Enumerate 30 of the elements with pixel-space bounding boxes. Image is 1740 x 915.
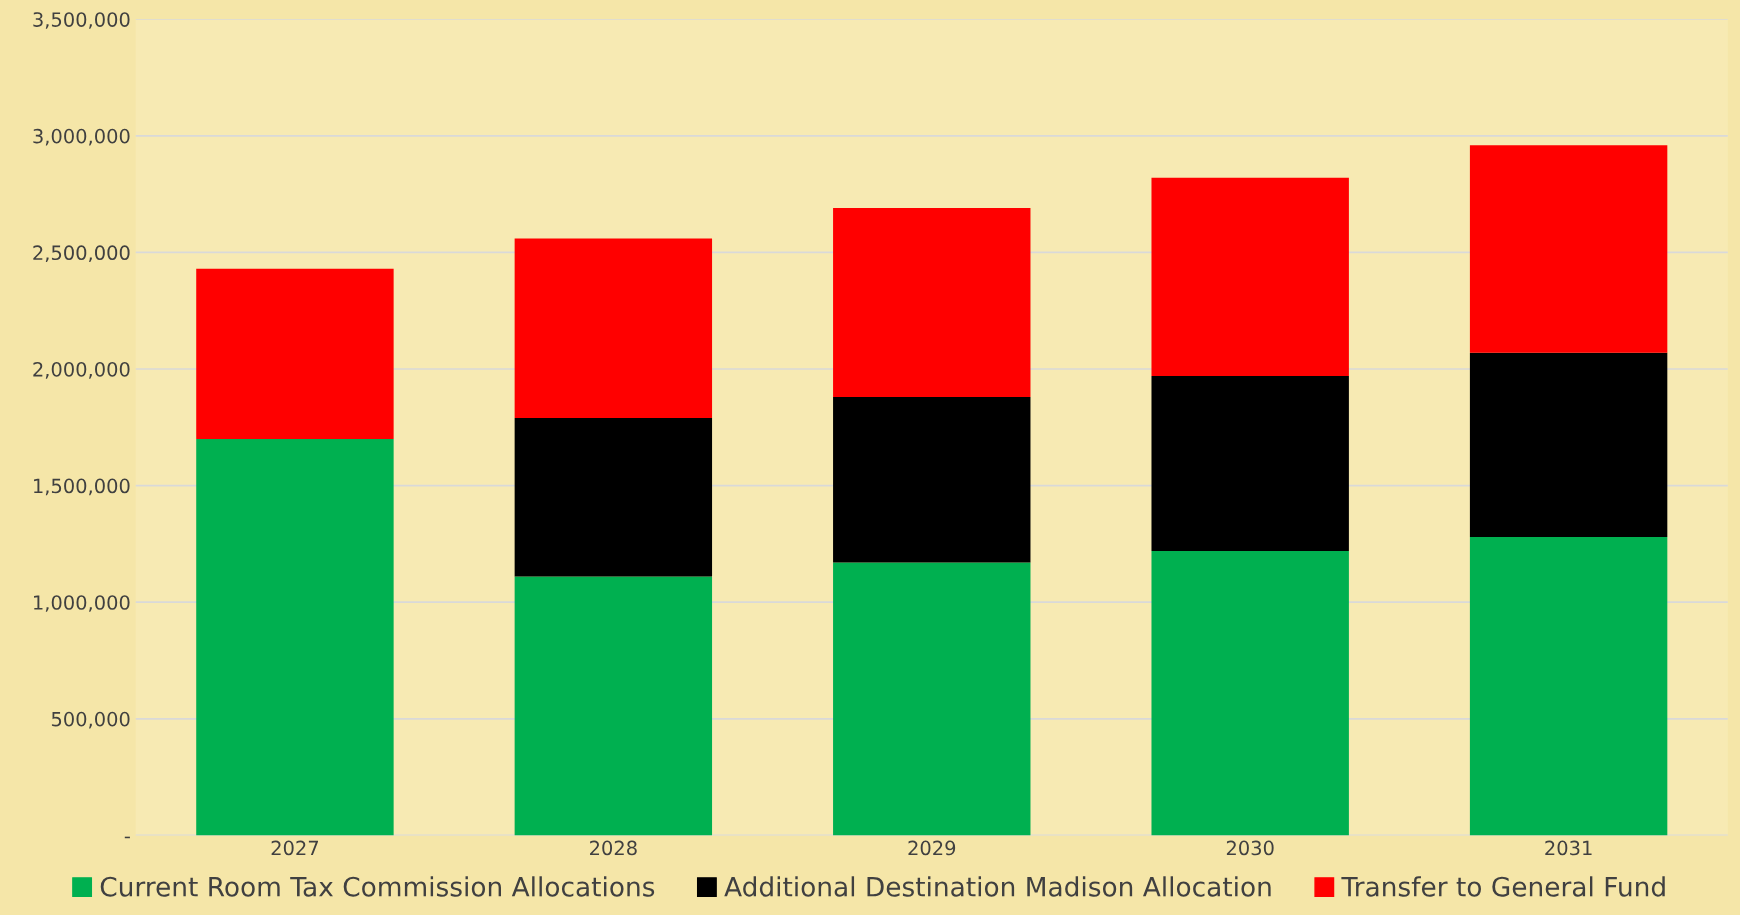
bar [833,396,1031,563]
x-tick-label: 2027 [271,840,319,856]
legend-label: Current Room Tax Commission Allocations [100,876,655,897]
bar [833,208,1031,397]
y-tick-label: 2,500,000 [33,245,130,263]
y-tick-label: 1,500,000 [34,478,130,496]
bar [1151,376,1349,551]
bar [196,268,394,439]
bar [514,576,713,836]
bar [514,417,713,577]
y-tick-label: 2,000,000 [33,361,130,379]
bar [833,562,1031,836]
x-tick-label: 2029 [908,840,956,856]
bar [1151,550,1349,836]
y-tick-label: 500,000 [51,711,130,729]
y-tick-label: 1,000,000 [34,595,130,612]
bar [196,438,394,836]
bar [514,238,713,418]
y-tick-label: - [124,836,130,839]
legend-label: Transfer to General Fund [1341,876,1665,897]
x-tick-label: 2028 [590,840,637,856]
y-tick-label: 3,000,000 [33,128,130,146]
bar [1469,352,1668,537]
bar [1151,177,1349,376]
bar [1469,536,1668,836]
bar [1469,145,1668,353]
x-tick-label: 2031 [1545,840,1592,856]
y-tick-label: 3,500,000 [33,12,130,29]
legend-label: Additional Destination Madison Allocation [724,876,1271,897]
x-tick-label: 2030 [1226,840,1274,856]
